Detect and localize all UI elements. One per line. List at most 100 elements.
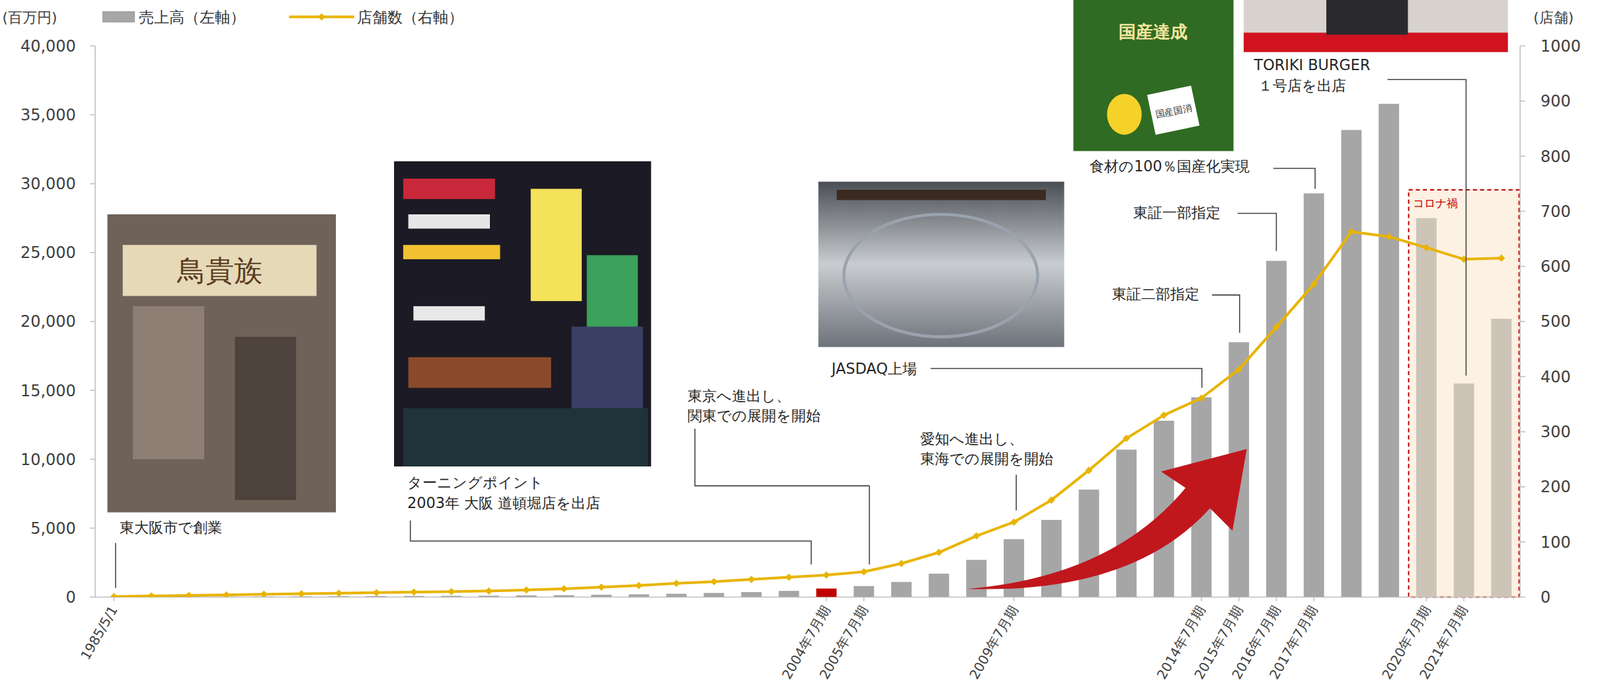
photo-text: 国産国消 xyxy=(1154,101,1193,120)
y2-tick xyxy=(1520,596,1526,598)
line-marker xyxy=(785,573,793,581)
bar xyxy=(516,595,537,597)
line-marker xyxy=(710,577,718,586)
annotation-text: 食材の100％国産化実現 xyxy=(1089,157,1250,175)
photo-detail xyxy=(403,244,501,260)
y-tick xyxy=(89,596,96,598)
photo-detail xyxy=(843,214,1038,337)
y2-tick xyxy=(1520,320,1526,322)
photo-detail xyxy=(1326,0,1408,35)
annotation-text: JASDAQ上場 xyxy=(830,359,918,377)
annotations: 東大阪市で創業ターニングポイント2003年 大阪 道頓堀店を出店東京へ進出し、関… xyxy=(115,56,1467,588)
annotation-leader xyxy=(1015,474,1017,510)
x-tick-label: 2009年7月期 xyxy=(965,602,1021,682)
bar xyxy=(478,595,500,597)
photo-detail xyxy=(530,188,582,301)
line-marker xyxy=(747,575,756,583)
y-tick-label: 25,000 xyxy=(20,243,77,262)
annotation-text: 東証二部指定 xyxy=(1112,284,1200,303)
y-tick-label: 30,000 xyxy=(20,174,77,194)
annotation-text: 東大阪市で創業 xyxy=(119,518,223,536)
line-marker xyxy=(1084,466,1093,474)
legend-swatch xyxy=(102,11,135,23)
bar xyxy=(666,593,687,598)
line-marker xyxy=(485,587,493,595)
highlight-box xyxy=(1408,189,1520,598)
y-tick-label: 15,000 xyxy=(20,381,77,400)
bar xyxy=(1116,449,1137,598)
highlight: コロナ禍 xyxy=(1408,189,1520,598)
photo-detail xyxy=(1147,85,1200,135)
line-marker xyxy=(897,559,906,567)
bar xyxy=(591,594,612,598)
y2-tick-label: 600 xyxy=(1540,257,1571,276)
line-marker xyxy=(372,588,381,596)
y2-tick xyxy=(1520,265,1526,268)
annotation-leader xyxy=(1387,79,1467,375)
y2-tick-label: 300 xyxy=(1540,422,1571,441)
y2-tick-label: 200 xyxy=(1540,477,1571,496)
photo-detail xyxy=(408,214,490,229)
x-tick xyxy=(1200,597,1202,601)
line-marker xyxy=(822,571,830,579)
annotation-leader xyxy=(1211,294,1240,333)
legend-label: 店舗数（右軸） xyxy=(357,8,464,26)
annotation-text: 愛知へ進出し、 xyxy=(920,429,1024,447)
y2-tick-label: 100 xyxy=(1540,532,1571,552)
bar xyxy=(1079,489,1100,597)
y2-tick-label: 900 xyxy=(1540,91,1571,111)
y2-tick xyxy=(1520,45,1526,47)
x-tick xyxy=(1238,597,1240,601)
chart: 鳥貴族 国産達成国産国消コロナ禍 0 5,000 10,000 15,000 20,000 2… xyxy=(0,0,1600,692)
y-tick-label: 10,000 xyxy=(20,450,77,469)
bar xyxy=(816,588,838,598)
line-marker xyxy=(297,589,305,598)
y2-tick xyxy=(1520,100,1526,102)
photo-detail xyxy=(413,306,485,321)
line-marker xyxy=(1310,280,1318,288)
y2-tick-label: 700 xyxy=(1540,202,1571,221)
bar xyxy=(1378,103,1400,598)
y-tick xyxy=(89,114,96,116)
x-tick xyxy=(1463,597,1465,601)
photo-text: 鳥貴族 xyxy=(176,253,263,287)
bar xyxy=(1416,218,1437,598)
line-marker xyxy=(335,589,343,597)
x-tick-label: 2017年7月期 xyxy=(1266,602,1321,682)
axes: 05,00010,00015,00020,00025,00030,00035,0… xyxy=(2,9,1581,682)
highlight-label: コロナ禍 xyxy=(1412,196,1458,210)
y2-tick xyxy=(1520,540,1526,543)
y-tick xyxy=(89,45,96,47)
photo-detail xyxy=(1243,32,1509,52)
photo-text: 国産達成 xyxy=(1118,21,1188,42)
bar xyxy=(1303,193,1325,597)
annotation-text: TORIKI BURGER xyxy=(1253,56,1371,74)
line-marker xyxy=(597,583,605,591)
x-tick xyxy=(1426,597,1428,601)
y2-axis-label: (店舗) xyxy=(1533,9,1574,26)
photo-detail xyxy=(408,357,552,388)
bar xyxy=(853,585,875,598)
photo-detail xyxy=(132,306,205,459)
line-marker xyxy=(409,587,418,596)
bar xyxy=(778,590,800,597)
y-tick-label: 20,000 xyxy=(20,312,77,331)
annotation-text: 東京へ進出し、 xyxy=(687,386,791,404)
line-marker xyxy=(1497,254,1505,262)
y-tick-label: 5,000 xyxy=(30,519,76,538)
y-tick xyxy=(89,527,96,529)
photo-exchange xyxy=(818,181,1065,348)
x-tick xyxy=(863,597,865,601)
photo-founding xyxy=(107,214,336,512)
y2-tick xyxy=(1520,155,1526,157)
photos: 鳥貴族 国産達成国産国消 xyxy=(107,0,1508,512)
photo-detail xyxy=(403,178,496,200)
y2-tick-label: 0 xyxy=(1540,587,1551,607)
y2-tick-label: 500 xyxy=(1540,312,1571,331)
line-marker xyxy=(447,587,455,596)
y2-tick-label: 400 xyxy=(1540,367,1571,387)
photo-dotonbori xyxy=(394,161,652,467)
x-tick xyxy=(113,597,116,601)
annotation-leader xyxy=(410,520,812,564)
bar xyxy=(1266,260,1287,597)
